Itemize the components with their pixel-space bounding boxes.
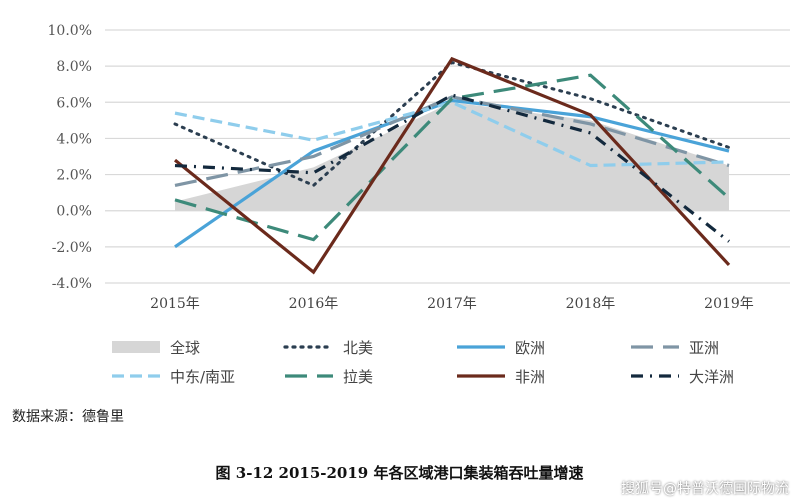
y-tick-label: -2.0% [52,240,92,256]
legend-swatch [112,341,160,353]
figure-caption: 图 3-12 2015-2019 年各区域港口集装箱吞吐量增速 [215,464,584,482]
y-tick-label: -4.0% [52,276,92,292]
data-source: 数据来源：德鲁里 [12,409,124,425]
legend-label: 亚洲 [689,339,719,357]
y-tick-label: 8.0% [56,59,92,75]
y-tick-label: 10.0% [48,23,92,39]
x-tick-label: 2017年 [427,296,477,312]
x-tick-label: 2016年 [289,296,339,312]
legend-label: 北美 [343,339,373,357]
series-line [174,100,730,168]
legend-label: 欧洲 [515,339,545,357]
legend-label: 全球 [170,339,200,357]
x-tick-label: 2019年 [704,296,754,312]
y-tick-label: 2.0% [56,168,92,184]
y-tick-label: 6.0% [56,95,92,111]
x-tick-label: 2015年 [150,296,200,312]
line-chart: -4.0% -2.0% 0.0% 2.0% 4.0% 6.0% 8.0% 10.0% 2015年… [48,23,790,386]
legend-label: 大洋洲 [689,368,734,386]
legend-label: 非洲 [515,368,545,386]
watermark: 搜狐号@特普沃德国际物流 [621,481,789,497]
legend-label: 中东/南亚 [170,368,235,386]
series-line [174,93,730,243]
y-tick-label: 0.0% [56,204,92,220]
x-tick-label: 2018年 [566,296,616,312]
legend-label: 拉美 [343,368,373,386]
y-tick-label: 4.0% [56,131,92,147]
